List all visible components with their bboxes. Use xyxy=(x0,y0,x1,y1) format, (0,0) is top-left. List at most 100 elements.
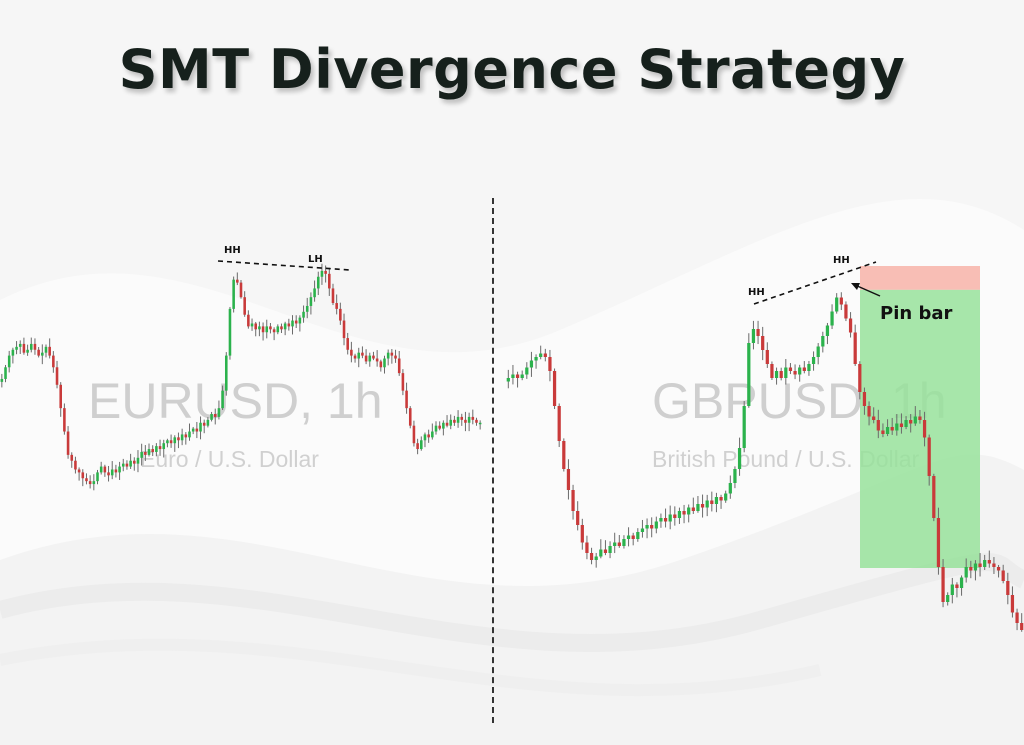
eurusd-candle xyxy=(467,412,471,432)
eurusd-candle-body xyxy=(70,454,74,461)
eurusd-candle-body xyxy=(162,443,166,450)
gbpusd-candle xyxy=(557,403,561,448)
gbpusd-candle-body xyxy=(663,518,668,522)
gbpusd-candle xyxy=(585,535,589,560)
eurusd-candle-body xyxy=(464,419,467,423)
gbpusd-candle-body xyxy=(950,584,954,595)
eurusd-candle-body xyxy=(331,288,335,304)
eurusd-candle xyxy=(232,276,235,313)
gbpusd-candle xyxy=(631,532,635,546)
gbpusd-candle xyxy=(913,406,917,426)
eurusd-candle xyxy=(44,344,48,358)
gbpusd-candle xyxy=(973,560,978,581)
gbpusd-candle xyxy=(784,359,788,385)
gbpusd-candle-body xyxy=(978,563,982,567)
gbpusd-candle-body xyxy=(724,493,728,501)
gbpusd-candle-body xyxy=(571,490,575,511)
eurusd-candle-body xyxy=(22,343,26,353)
gbpusd-candle-body xyxy=(576,511,580,525)
eurusd-candle xyxy=(121,458,125,472)
eurusd-candle-body xyxy=(375,358,379,362)
gbpusd-candle-body xyxy=(909,420,913,424)
eurusd-candle xyxy=(420,436,423,451)
gbpusd-candle-body xyxy=(983,560,987,567)
gbpusd-candle-body xyxy=(830,311,834,326)
gbpusd-candle-body xyxy=(811,357,816,364)
eurusd-candle-body xyxy=(438,425,441,429)
gbpusd-candle-body xyxy=(885,427,890,434)
eurusd-candle xyxy=(166,438,169,448)
eurusd-candle xyxy=(258,321,261,337)
gbpusd-candle xyxy=(1001,564,1005,584)
gbpusd-candle-body xyxy=(779,371,783,378)
eurusd-candle-body xyxy=(166,440,169,444)
eurusd-candle xyxy=(37,347,40,358)
gbpusd-candle xyxy=(1020,613,1024,632)
eurusd-candle xyxy=(261,322,265,341)
gbpusd-candle xyxy=(862,387,867,415)
eurusd-description-watermark: Euro / U.S. Dollar xyxy=(140,446,319,472)
gbpusd-candle-body xyxy=(599,549,603,557)
eurusd-candle xyxy=(151,445,154,457)
eurusd-candle xyxy=(110,461,114,480)
gbpusd-candle xyxy=(710,491,714,512)
gbpusd-candle-body xyxy=(525,367,529,375)
gbpusd-candle-body xyxy=(862,392,867,406)
gbpusd-candle-body xyxy=(1001,570,1005,581)
eurusd-candle-body xyxy=(431,431,434,438)
gbpusd-candle-body xyxy=(825,325,830,336)
gbpusd-candle-body xyxy=(927,437,931,476)
eurusd-candle xyxy=(85,473,88,485)
chart-divider xyxy=(492,198,494,723)
eurusd-candle xyxy=(33,338,37,355)
eurusd-candle-body xyxy=(346,338,349,350)
eurusd-candle xyxy=(394,349,397,363)
gbpusd-candle xyxy=(594,552,598,568)
eurusd-candle-body xyxy=(4,367,7,379)
gbpusd-candle xyxy=(659,513,663,528)
gbpusd-candle-body xyxy=(941,567,945,602)
gbpusd-candle xyxy=(756,320,760,345)
gbpusd-candle xyxy=(728,475,732,499)
gbpusd-candle-body xyxy=(654,521,658,529)
gbpusd-candle xyxy=(825,322,830,345)
gbpusd-candle-body xyxy=(858,364,862,392)
gbpusd-candle-body xyxy=(784,367,788,378)
eurusd-candle xyxy=(191,426,195,435)
eurusd-candle-body xyxy=(467,416,471,423)
eurusd-candle xyxy=(70,452,74,468)
eurusd-candle-body xyxy=(460,416,464,420)
eurusd-candle-body xyxy=(180,434,184,441)
gbpusd-candle xyxy=(626,527,631,547)
stop-zone xyxy=(860,266,980,290)
gbpusd-candle xyxy=(506,369,510,389)
eurusd-candle xyxy=(133,457,136,471)
gbpusd-candle-body xyxy=(719,497,723,501)
eurusd-candle-body xyxy=(92,481,96,485)
eurusd-candle-body xyxy=(107,472,110,476)
gbpusd-candle-body xyxy=(918,416,922,420)
gbpusd-candle-body xyxy=(511,374,515,378)
gbpusd-candle-body xyxy=(848,318,853,333)
eurusd-candle xyxy=(4,364,7,383)
gbpusd-candle xyxy=(682,504,686,524)
eurusd-candle-body xyxy=(55,367,59,385)
eurusd-candle-body xyxy=(118,466,121,473)
eurusd-candle-body xyxy=(342,320,346,339)
gbpusd-candle-body xyxy=(867,406,871,417)
eurusd-candle xyxy=(99,461,103,475)
gbpusd-candle-body xyxy=(756,329,760,336)
eurusd-candle xyxy=(254,321,258,337)
eurusd-candle xyxy=(328,267,331,296)
eurusd-candle xyxy=(375,350,379,367)
eurusd-candle xyxy=(316,271,320,296)
eurusd-candle-body xyxy=(309,297,313,306)
eurusd-candle-body xyxy=(405,390,408,409)
pin-bar-arrowhead xyxy=(851,283,860,290)
eurusd-candle-body xyxy=(103,466,107,473)
eurusd-candle xyxy=(250,318,254,331)
gbpusd-candle-body xyxy=(659,518,663,522)
eurusd-candle xyxy=(103,464,107,477)
gbpusd-candle-body xyxy=(566,469,571,490)
gbpusd-candle xyxy=(617,535,621,548)
